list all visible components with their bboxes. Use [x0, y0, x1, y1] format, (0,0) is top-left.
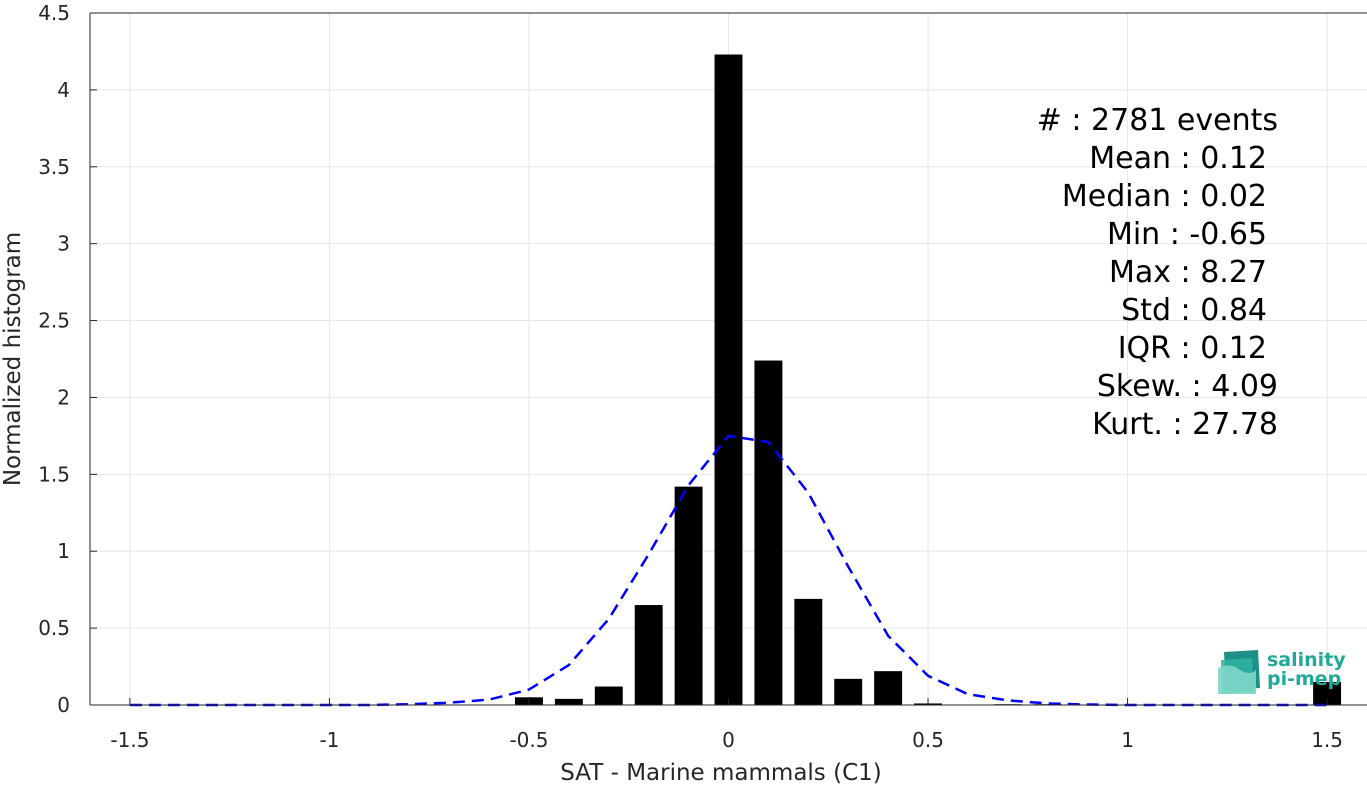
y-tick-label: 1	[57, 539, 70, 563]
stat-max: Max : 8.27	[1109, 255, 1267, 290]
y-tick-label: 0.5	[38, 616, 70, 640]
stat-skew: Skew. : 4.09	[1097, 369, 1278, 404]
histogram-bars	[515, 54, 1342, 706]
stat-count: # : 2781 events	[1037, 103, 1278, 138]
y-tick-label: 4.5	[38, 1, 70, 25]
wave-logo-icon	[1218, 650, 1260, 694]
x-tick-label: -0.5	[509, 728, 548, 752]
stat-std: Std : 0.84	[1121, 293, 1267, 328]
y-tick-label: 2	[57, 385, 70, 409]
logo-line1: salinity	[1267, 649, 1346, 671]
y-tick-label: 3.5	[38, 155, 70, 179]
statistics-box: # : 2781 events Mean : 0.12 Median : 0.0…	[1037, 103, 1278, 442]
y-tick-label: 3	[57, 232, 70, 256]
y-tick-label: 0	[57, 693, 70, 717]
logo-line2: pi-mep	[1267, 668, 1341, 690]
x-tick-label: 1	[1121, 728, 1134, 752]
histogram-bar	[874, 671, 903, 705]
stat-kurt: Kurt. : 27.78	[1092, 407, 1278, 442]
histogram-bar	[674, 486, 703, 705]
stat-mean: Mean : 0.12	[1089, 141, 1267, 176]
salinity-pimep-logo: salinity pi-mep	[1218, 649, 1346, 694]
x-axis-label: SAT - Marine mammals (C1)	[560, 760, 882, 785]
y-tick-label: 2.5	[38, 309, 70, 333]
y-tick-labels: 0 0.5 1 1.5 2 2.5 3 3.5 4 4.5	[38, 1, 70, 717]
histogram-bar	[794, 598, 823, 705]
x-tick-label: 1.5	[1311, 728, 1343, 752]
histogram-bar	[754, 360, 783, 705]
stat-iqr: IQR : 0.12	[1118, 331, 1267, 366]
histogram-bar	[554, 698, 583, 705]
x-tick-label: -1.5	[110, 728, 149, 752]
x-tick-labels: -1.5 -1 -0.5 0 0.5 1 1.5	[110, 728, 1343, 752]
histogram-bar	[1313, 681, 1342, 705]
histogram-bar	[634, 605, 663, 705]
histogram-bar	[594, 686, 623, 705]
histogram-bar	[714, 54, 743, 705]
stat-min: Min : -0.65	[1107, 217, 1267, 252]
x-tick-label: 0.5	[912, 728, 944, 752]
axes	[89, 12, 1367, 706]
x-tick-label: -1	[319, 728, 339, 752]
y-tick-label: 4	[57, 78, 70, 102]
histogram-bar	[834, 678, 863, 705]
y-tick-label: 1.5	[38, 462, 70, 486]
x-tick-label: 0	[722, 728, 735, 752]
stat-median: Median : 0.02	[1062, 179, 1267, 214]
y-axis-label: Normalized histogram	[0, 232, 26, 486]
